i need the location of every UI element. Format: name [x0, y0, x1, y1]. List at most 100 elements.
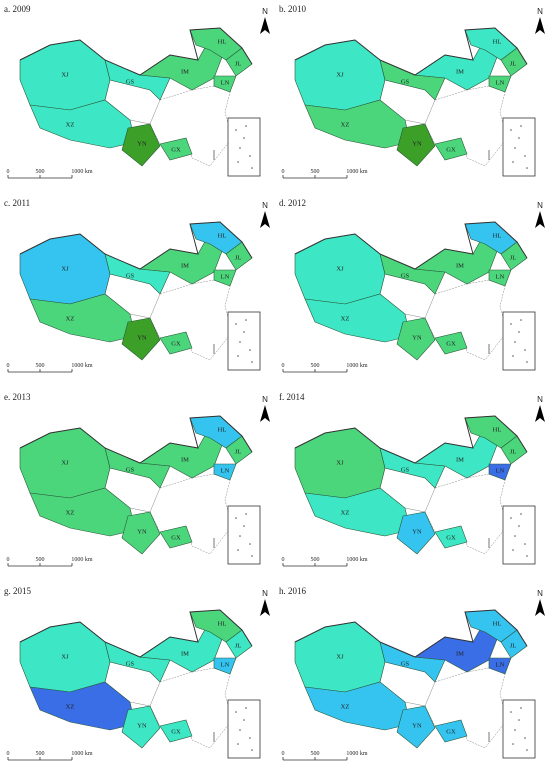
inset-island — [510, 711, 512, 713]
border — [294, 221, 528, 270]
region — [159, 719, 193, 743]
north-label: N — [537, 589, 543, 598]
inset-island — [237, 161, 239, 163]
scale-label: 500 — [311, 363, 320, 369]
region — [396, 511, 436, 555]
inset-box — [502, 505, 536, 565]
region-label: GX — [446, 146, 456, 153]
inset-island — [245, 125, 247, 127]
region-label: XZ — [341, 315, 350, 322]
region — [121, 123, 161, 167]
region-label: JL — [510, 254, 517, 261]
region — [396, 123, 436, 167]
north-arrow — [260, 211, 270, 228]
border — [294, 415, 528, 464]
inset-island — [510, 517, 512, 519]
scale-label: 0 — [282, 169, 285, 175]
inset-box — [227, 117, 261, 177]
map: XJ GS XZ YN GX IM HL JL LN — [19, 221, 253, 361]
north-arrow — [535, 211, 545, 228]
map-panel: b. 2010 XJ GS XZ YN GX IM HL JL LN N 0 500 1000 km — [279, 4, 545, 179]
north-label: N — [537, 201, 543, 210]
inset-island — [520, 125, 522, 127]
inset-island — [243, 331, 245, 333]
inset-island — [251, 361, 253, 363]
north-arrow — [260, 405, 270, 422]
region-label: GS — [126, 78, 135, 85]
region-label: LN — [221, 661, 230, 668]
region — [434, 525, 468, 549]
region — [434, 719, 468, 743]
panel-label: a. 2009 — [4, 4, 31, 14]
map: XJ GS XZ YN GX IM HL JL LN — [294, 415, 528, 555]
region-label: LN — [221, 273, 230, 280]
north-arrow — [535, 599, 545, 616]
inset-island — [235, 129, 237, 131]
inset-island — [251, 167, 253, 169]
region-label: HL — [218, 38, 227, 45]
region-label: JL — [235, 642, 242, 649]
region — [213, 75, 237, 93]
inset-island — [526, 167, 528, 169]
panel-label: b. 2010 — [279, 4, 307, 14]
inset-island — [520, 513, 522, 515]
region — [434, 137, 468, 161]
region — [213, 463, 237, 481]
north-arrow — [260, 599, 270, 616]
inset-island — [514, 341, 516, 343]
region-label: XJ — [336, 71, 344, 78]
region-label: XJ — [61, 71, 69, 78]
inset-island — [237, 355, 239, 357]
inset-box — [502, 699, 536, 759]
region — [488, 269, 512, 287]
region-label: YN — [412, 528, 422, 535]
scale-label: 0 — [282, 363, 285, 369]
map: XJ GS XZ YN GX IM HL JL LN — [19, 609, 253, 749]
map-panel: g. 2015 XJ GS XZ YN GX IM HL JL LN N 0 500 1000 km — [4, 586, 270, 761]
region-label: GS — [126, 272, 135, 279]
panel-label: c. 2011 — [4, 198, 30, 208]
panel-label: d. 2012 — [279, 198, 306, 208]
region-label: GX — [171, 146, 181, 153]
region-label: IM — [181, 650, 189, 657]
inset-island — [526, 361, 528, 363]
scale-label: 500 — [36, 557, 45, 563]
region-label: GS — [401, 272, 410, 279]
map: XJ GS XZ YN GX IM HL JL LN — [294, 27, 528, 167]
map: XJ GS XZ YN GX IM HL JL LN — [19, 415, 253, 555]
region-label: XZ — [66, 121, 75, 128]
region-label: HL — [493, 620, 502, 627]
region-label: HL — [218, 620, 227, 627]
scale-label: 0 — [7, 363, 10, 369]
inset-box — [227, 505, 261, 565]
region-label: LN — [496, 79, 505, 86]
north-arrow — [535, 17, 545, 34]
scale-label: 500 — [36, 169, 45, 175]
region-label: LN — [496, 273, 505, 280]
region-label: GS — [401, 466, 410, 473]
scale-label: 1000 km — [346, 169, 368, 175]
north-label: N — [537, 395, 543, 404]
panel-label: e. 2013 — [4, 392, 31, 402]
inset-island — [524, 155, 526, 157]
region-label: YN — [137, 140, 147, 147]
inset-island — [512, 743, 514, 745]
region — [159, 137, 193, 161]
region-label: GX — [171, 728, 181, 735]
north-label: N — [262, 201, 268, 210]
region-label: XZ — [341, 703, 350, 710]
inset-island — [239, 729, 241, 731]
region-label: HL — [493, 232, 502, 239]
region-label: YN — [412, 140, 422, 147]
inset-island — [239, 341, 241, 343]
region — [396, 317, 436, 361]
region — [213, 269, 237, 287]
map: XJ GS XZ YN GX IM HL JL LN — [19, 27, 253, 167]
region-label: HL — [493, 38, 502, 45]
inset-box — [502, 117, 536, 177]
scale-label: 0 — [282, 557, 285, 563]
inset-island — [249, 155, 251, 157]
region-label: HL — [218, 232, 227, 239]
region-label: HL — [218, 426, 227, 433]
map-panel: f. 2014 XJ GS XZ YN GX IM HL JL LN N 0 500 1000 km — [279, 392, 545, 567]
